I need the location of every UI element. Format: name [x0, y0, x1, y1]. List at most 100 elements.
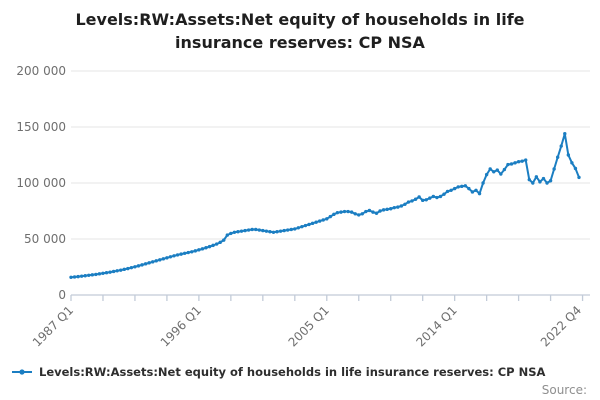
data-point: [467, 186, 471, 191]
data-point: [364, 209, 368, 214]
data-point: [470, 190, 475, 194]
data-point: [126, 266, 130, 271]
data-point: [261, 228, 265, 233]
data-point: [286, 228, 290, 232]
data-point: [303, 223, 308, 228]
data-point: [424, 198, 428, 202]
data-point: [310, 221, 315, 226]
data-point: [246, 228, 251, 232]
data-point: [76, 274, 80, 279]
data-point: [378, 209, 382, 213]
data-point: [257, 228, 261, 232]
data-point: [161, 257, 166, 261]
data-point: [474, 188, 478, 192]
data-point: [314, 220, 318, 224]
data-point: [570, 161, 574, 165]
data-point: [438, 194, 443, 199]
data-point: [566, 153, 571, 157]
data-point: [268, 230, 272, 234]
data-point: [339, 210, 343, 214]
data-point: [357, 213, 361, 217]
data-point: [477, 191, 482, 196]
data-point: [293, 227, 297, 231]
data-point: [154, 259, 158, 263]
data-point: [413, 197, 418, 201]
data-point: [239, 229, 244, 233]
data-point: [158, 258, 162, 262]
data-point: [143, 262, 148, 266]
data-point: [115, 269, 119, 273]
data-point: [94, 272, 98, 277]
x-axis-label: 2014 Q1: [414, 303, 460, 349]
x-axis-label: 1987 Q1: [30, 303, 76, 349]
data-point: [214, 242, 219, 246]
data-point: [484, 172, 489, 177]
data-point: [442, 192, 446, 196]
data-point: [289, 227, 293, 232]
data-point: [353, 212, 357, 216]
data-point: [207, 244, 212, 249]
data-point: [79, 274, 84, 278]
data-point: [431, 194, 436, 199]
x-axis-label: 2022 Q4: [538, 303, 584, 349]
data-point: [193, 249, 198, 253]
data-point: [374, 211, 379, 215]
data-point: [548, 179, 553, 183]
data-point: [243, 228, 247, 233]
data-point: [328, 214, 333, 219]
data-point: [165, 256, 169, 260]
data-point: [342, 209, 347, 214]
data-point: [172, 254, 176, 258]
y-axis-label: 50 000: [24, 232, 66, 246]
data-point: [332, 212, 336, 217]
legend-marker-icon: [12, 369, 32, 375]
data-point: [509, 162, 514, 166]
y-axis-label: 100 000: [16, 176, 66, 190]
data-point: [101, 271, 105, 275]
data-point: [190, 250, 194, 254]
data-point: [186, 250, 190, 255]
data-point: [147, 261, 151, 265]
data-point: [182, 251, 187, 256]
data-point: [69, 275, 73, 279]
data-point: [168, 255, 173, 259]
legend-label: Levels:RW:Assets:Net equity of household…: [39, 365, 546, 379]
data-point: [229, 231, 233, 236]
data-point: [200, 247, 205, 251]
data-point: [435, 195, 439, 200]
data-point: [151, 260, 155, 264]
source-label: Source:: [541, 383, 587, 397]
data-point: [534, 175, 539, 179]
data-point: [531, 181, 535, 185]
data-point: [456, 185, 460, 189]
data-point: [463, 184, 468, 188]
x-axis-label: 1996 Q1: [158, 303, 204, 349]
data-point: [282, 228, 286, 233]
data-point: [492, 170, 496, 174]
data-point: [271, 230, 276, 234]
data-point: [563, 132, 567, 136]
y-axis-label: 0: [58, 288, 66, 302]
data-point: [218, 240, 222, 245]
data-point: [573, 166, 578, 171]
data-point: [133, 265, 137, 269]
data-point: [129, 265, 134, 270]
data-point: [420, 198, 425, 203]
data-point: [452, 186, 457, 191]
data-point: [396, 205, 400, 209]
data-point: [381, 208, 386, 212]
data-point: [90, 273, 95, 277]
data-point: [300, 224, 304, 229]
data-point: [119, 268, 123, 272]
data-point: [122, 267, 126, 272]
data-point: [392, 205, 396, 210]
data-point: [72, 275, 77, 279]
data-point: [495, 168, 499, 172]
y-axis-label: 150 000: [16, 120, 66, 134]
data-point: [140, 263, 144, 267]
data-point: [175, 253, 180, 257]
data-point: [545, 181, 549, 185]
data-point: [367, 208, 372, 213]
data-point: [559, 144, 563, 148]
